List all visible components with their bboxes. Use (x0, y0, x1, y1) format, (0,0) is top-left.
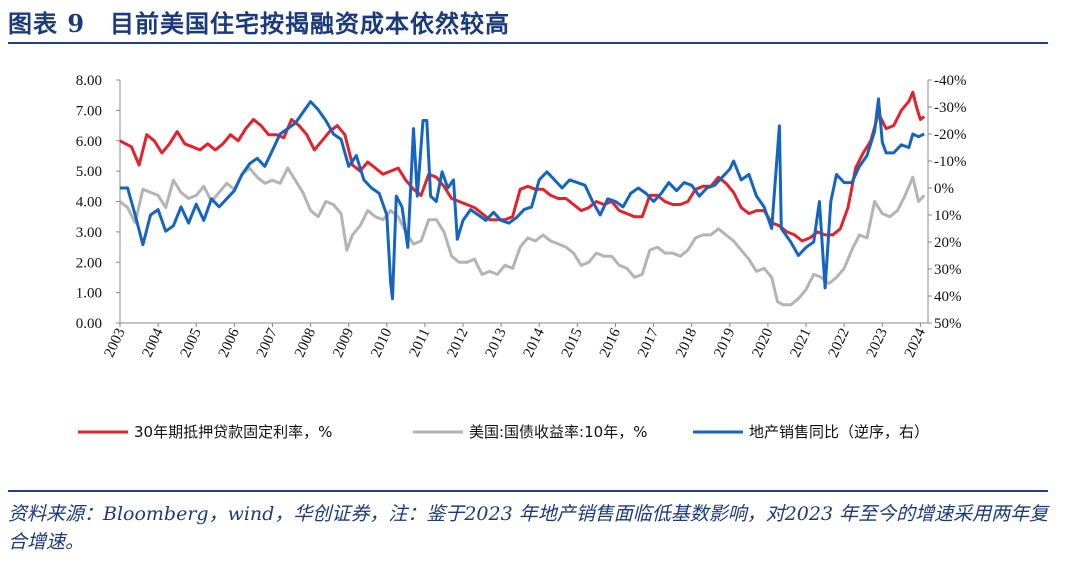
legend-label-3: 地产销售同比（逆序，右） (749, 423, 929, 441)
x-tick-label: 2006 (216, 325, 243, 359)
x-tick-label: 2005 (178, 326, 205, 360)
chart-legend: 30年期抵押贷款固定利率，% 美国:国债收益率:10年，% 地产销售同比（逆序，右） (78, 423, 929, 441)
x-tick-label: 2010 (368, 326, 395, 360)
x-tick-label: 2013 (483, 326, 510, 360)
y-left-tick-label: 5.00 (76, 164, 102, 180)
chart-series (119, 90, 926, 307)
legend-label-2: 美国:国债收益率:10年，% (469, 423, 647, 441)
y-right-tick-label: 20% (934, 235, 962, 251)
y-left-tick-label: 4.00 (76, 195, 102, 211)
x-tick-label: 2017 (635, 325, 662, 359)
chart-title: 图表 9 目前美国住宅按揭融资成本依然较高 (8, 9, 511, 38)
y-left-tick-label: 1.00 (76, 286, 102, 302)
source-rule (8, 490, 1048, 492)
x-tick-label: 2021 (787, 326, 814, 360)
source-note: 资料来源：Bloomberg，wind，华创证券，注：鉴于2023 年地产销售面… (8, 503, 1049, 553)
x-tick-label: 2007 (254, 325, 281, 359)
x-tick-label: 2020 (749, 326, 776, 360)
legend-label-1: 30年期抵押贷款固定利率，% (134, 423, 332, 441)
chart-canvas: 0.00 1.00 2.00 3.00 4.00 5.00 6.00 7.00 8.00 -40%… (76, 73, 967, 441)
y-left-tick-label: 0.00 (76, 316, 102, 332)
x-tick-label: 2004 (140, 325, 167, 359)
x-tick-label: 2012 (444, 326, 471, 360)
y-left-tick-label: 7.00 (76, 103, 102, 119)
x-tick-label: 2022 (826, 326, 853, 360)
y-left-tick-label: 6.00 (76, 134, 102, 150)
x-tick-label: 2003 (101, 326, 128, 360)
x-tick-label: 2018 (673, 326, 700, 360)
x-tick-label: 2016 (597, 325, 624, 359)
y-left-tick-label: 8.00 (76, 73, 102, 89)
x-tick-label: 2023 (864, 326, 891, 360)
y-right-tick-label: 10% (934, 208, 962, 224)
series-line-2 (119, 166, 926, 307)
y-right-tick-label: -40% (934, 73, 967, 89)
series-line-1 (119, 90, 926, 243)
series-line-3 (120, 97, 925, 301)
x-tick-label: 2015 (559, 326, 586, 360)
y-right-tick-label: -30% (934, 100, 967, 116)
title-rule (8, 42, 1048, 44)
x-tick-label: 2024 (902, 325, 929, 359)
y-right-tick-label: 50% (934, 316, 962, 332)
y-left-tick-label: 3.00 (76, 225, 102, 241)
x-tick-label: 2019 (711, 326, 738, 360)
y-right-tick-label: -10% (934, 154, 967, 170)
y-right-tick-label: 40% (934, 289, 962, 305)
x-tick-label: 2011 (407, 326, 434, 359)
y-right-tick-label: 30% (934, 262, 962, 278)
chart-axes: 0.00 1.00 2.00 3.00 4.00 5.00 6.00 7.00 8.00 -40%… (76, 73, 967, 360)
y-right-tick-label: -20% (934, 127, 967, 143)
x-tick-label: 2009 (330, 326, 357, 360)
x-tick-label: 2008 (292, 326, 319, 360)
y-left-tick-label: 2.00 (76, 255, 102, 271)
y-right-tick-label: 0% (934, 181, 954, 197)
x-tick-label: 2014 (521, 325, 548, 359)
